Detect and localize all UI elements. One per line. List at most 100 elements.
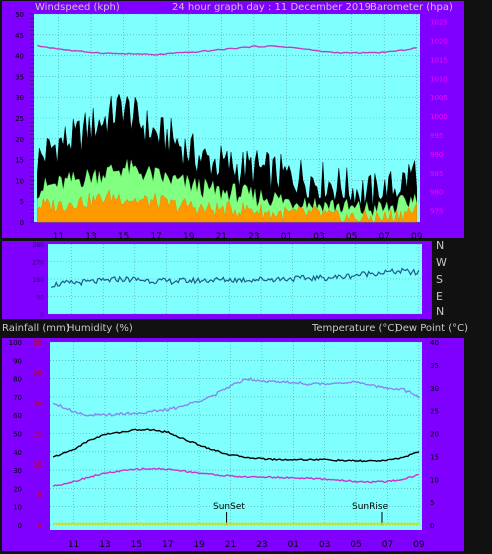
temperature-tick-label: 20 <box>430 431 439 439</box>
humidity-tick-label: 40 <box>13 449 22 457</box>
temperature-tick-label: 30 <box>430 385 439 393</box>
barometer-tick-label: 995 <box>430 132 443 140</box>
rainfall-tick-label: 0 <box>38 522 42 530</box>
temperature-tick-label: 25 <box>430 408 439 416</box>
barometer-tick-label: 985 <box>430 170 443 178</box>
direction-tick-label: 0 <box>40 312 44 319</box>
top-x-tick-label: 05 <box>346 232 357 242</box>
windspeed-tick-label: 35 <box>15 73 24 81</box>
humidity-tick-label: 80 <box>13 376 22 384</box>
barometer-series <box>37 44 417 56</box>
bottom-x-tick-label: 11 <box>68 540 79 550</box>
top-x-tick-label: 09 <box>411 232 423 242</box>
direction-label-e: E <box>436 290 443 303</box>
direction-label-n-bottom: N <box>436 305 444 318</box>
rainfall-axis-title: Rainfall (mm) <box>2 323 70 334</box>
bottom-x-tick-label: 21 <box>225 540 236 550</box>
bottom-x-tick-label: 17 <box>162 540 173 550</box>
bottom-x-tick-label: 07 <box>382 540 393 550</box>
windspeed-tick-label: 45 <box>15 32 24 40</box>
rainfall-tick-label: 15 <box>33 431 42 439</box>
direction-label-w: W <box>436 256 447 269</box>
direction-tick-label: 270 <box>33 260 45 267</box>
rainfall-tick-label: 20 <box>33 400 42 408</box>
wind-direction-series <box>50 267 420 288</box>
temperature-series <box>52 428 420 463</box>
sunrise-label: SunRise <box>352 502 389 512</box>
temperature-axis-title: Temperature (°C) <box>311 323 398 334</box>
barometer-tick-label: 1000 <box>430 113 448 121</box>
windspeed-tick-label: 15 <box>15 157 24 165</box>
top-x-tick-label: 17 <box>150 232 161 242</box>
rainfall-tick-label: 10 <box>33 461 42 469</box>
bottom-x-tick-label: 19 <box>193 540 205 550</box>
top-x-tick-label: 03 <box>313 232 324 242</box>
humidity-axis-title: Humidity (%) <box>67 323 133 334</box>
direction-tick-label: 180 <box>33 277 45 284</box>
direction-tick-label: 90 <box>36 295 44 302</box>
direction-tick-label: 360 <box>33 242 45 249</box>
rainfall-tick-label: 5 <box>38 492 42 500</box>
humidity-tick-label: 0 <box>18 522 22 530</box>
wind-low-series <box>37 189 417 223</box>
windspeed-tick-label: 10 <box>15 177 24 185</box>
bottom-x-tick-label: 03 <box>319 540 330 550</box>
humidity-tick-label: 10 <box>13 504 22 512</box>
direction-label-n-top: N <box>436 239 444 252</box>
barometer-tick-label: 1005 <box>430 94 448 102</box>
sunset-label: SunSet <box>213 502 245 512</box>
axis-labels: 0510152025303540455097598098599099510001… <box>9 11 448 550</box>
windspeed-tick-label: 50 <box>15 11 24 19</box>
barometer-tick-label: 1025 <box>430 19 448 27</box>
humidity-tick-label: 50 <box>13 431 22 439</box>
top-x-tick-label: 01 <box>281 232 292 242</box>
humidity-tick-label: 100 <box>9 339 22 347</box>
barometer-tick-label: 1015 <box>430 56 448 64</box>
windspeed-axis-title: Windspeed (kph) <box>35 2 120 13</box>
temperature-tick-label: 10 <box>430 476 439 484</box>
dewpoint-axis-title: Dew Point (°C) <box>395 323 468 334</box>
top-x-tick-label: 13 <box>85 232 96 242</box>
windspeed-tick-label: 40 <box>15 53 24 61</box>
temperature-tick-label: 5 <box>430 499 434 507</box>
bottom-x-tick-label: 15 <box>131 540 142 550</box>
temperature-tick-label: 0 <box>430 522 434 530</box>
bottom-x-tick-label: 01 <box>288 540 299 550</box>
windspeed-tick-label: 30 <box>15 94 24 102</box>
direction-label-s: S <box>436 273 443 286</box>
barometer-tick-label: 975 <box>430 208 443 216</box>
humidity-tick-label: 20 <box>13 485 22 493</box>
rainfall-tick-label: 25 <box>33 370 42 378</box>
temperature-tick-label: 40 <box>430 339 439 347</box>
bottom-plot-area <box>50 342 422 530</box>
barometer-tick-label: 990 <box>430 151 443 159</box>
top-x-tick-label: 23 <box>248 232 259 242</box>
bottom-x-tick-label: 05 <box>350 540 361 550</box>
direction-series <box>50 267 420 288</box>
top-x-tick-label: 19 <box>183 232 195 242</box>
windspeed-tick-label: 5 <box>20 198 24 206</box>
barometer-axis-title: Barometer (hpa) <box>370 2 453 13</box>
humidity-tick-label: 70 <box>13 394 22 402</box>
top-x-tick-label: 15 <box>118 232 129 242</box>
humidity-series <box>52 376 420 417</box>
top-series <box>37 44 417 223</box>
windspeed-tick-label: 0 <box>20 219 24 227</box>
temperature-tick-label: 15 <box>430 453 439 461</box>
rainfall-tick-label: 30 <box>33 339 42 347</box>
bottom-x-tick-label: 09 <box>413 540 425 550</box>
dewpoint-series <box>52 467 419 487</box>
bottom-grid <box>50 341 422 526</box>
top-x-tick-label: 21 <box>216 232 227 242</box>
bottom-series <box>52 376 420 525</box>
humidity-tick-label: 90 <box>13 357 22 365</box>
bottom-x-tick-label: 13 <box>99 540 110 550</box>
windspeed-tick-label: 20 <box>15 136 24 144</box>
barometer-tick-label: 1010 <box>430 75 448 83</box>
windspeed-tick-label: 25 <box>15 115 24 123</box>
top-x-tick-label: 11 <box>53 232 64 242</box>
temperature-tick-label: 35 <box>430 362 439 370</box>
bottom-x-tick-label: 23 <box>256 540 267 550</box>
graph-title: 24 hour graph day : 11 December 2019 <box>172 2 371 13</box>
